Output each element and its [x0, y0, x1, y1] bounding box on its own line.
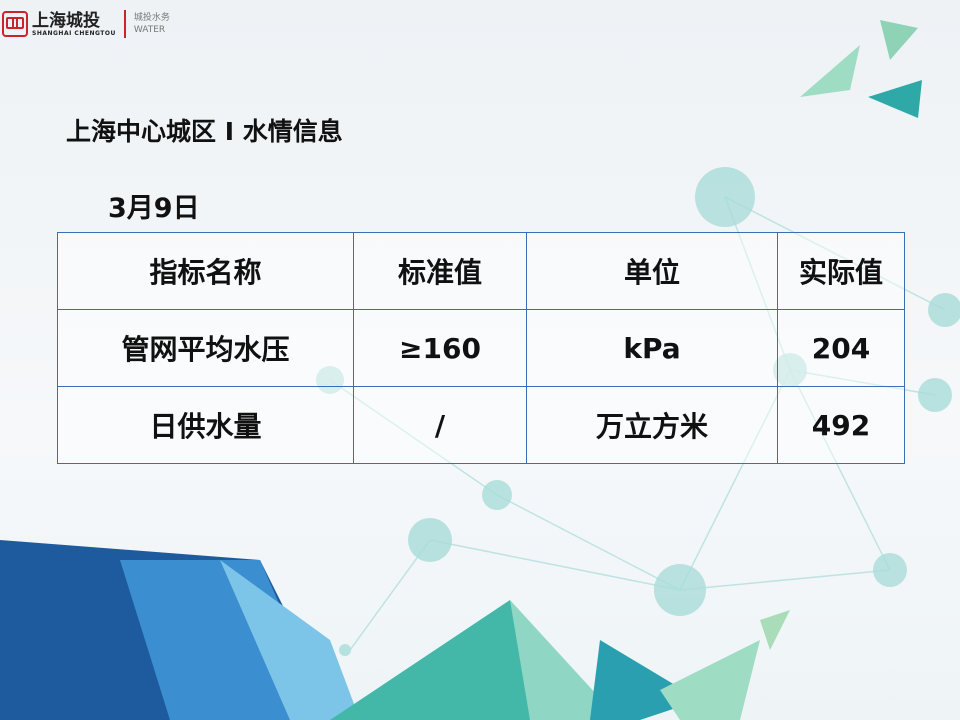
slide-title: 上海中心城区 I 水情信息	[66, 117, 343, 146]
table-cell: 管网平均水压	[57, 309, 354, 387]
header-cell: 指标名称	[57, 232, 354, 310]
logo-sub-cn: 城投水务	[133, 13, 170, 23]
logo-divider	[123, 10, 126, 38]
slide-date: 3月9日	[108, 193, 200, 224]
table-cell: /	[353, 386, 527, 464]
logo-name-cn: 上海城投	[32, 10, 100, 31]
table-cell: 万立方米	[526, 386, 778, 464]
header-cell: 单位	[526, 232, 778, 310]
logo-name-en: SHANGHAI CHENGTOU	[32, 29, 116, 37]
table-cell: kPa	[526, 309, 778, 387]
table-header-row: 指标名称 标准值 单位 实际值	[57, 232, 905, 310]
table-cell: ≥160	[353, 309, 527, 387]
logo-sub-en: WATER	[133, 25, 166, 35]
table-cell: 日供水量	[57, 386, 354, 464]
water-info-table: 指标名称 标准值 单位 实际值 管网平均水压 ≥160 kPa 204 日供水量…	[57, 232, 905, 464]
table-cell: 492	[777, 386, 905, 464]
logo-icon	[2, 11, 28, 37]
table-cell: 204	[777, 309, 905, 387]
table-row: 管网平均水压 ≥160 kPa 204	[57, 309, 905, 387]
header-cell: 标准值	[353, 232, 527, 310]
company-logo: 上海城投 SHANGHAI CHENGTOU 城投水务 WATER	[2, 10, 170, 38]
table-row: 日供水量 / 万立方米 492	[57, 386, 905, 464]
header-cell: 实际值	[777, 232, 905, 310]
